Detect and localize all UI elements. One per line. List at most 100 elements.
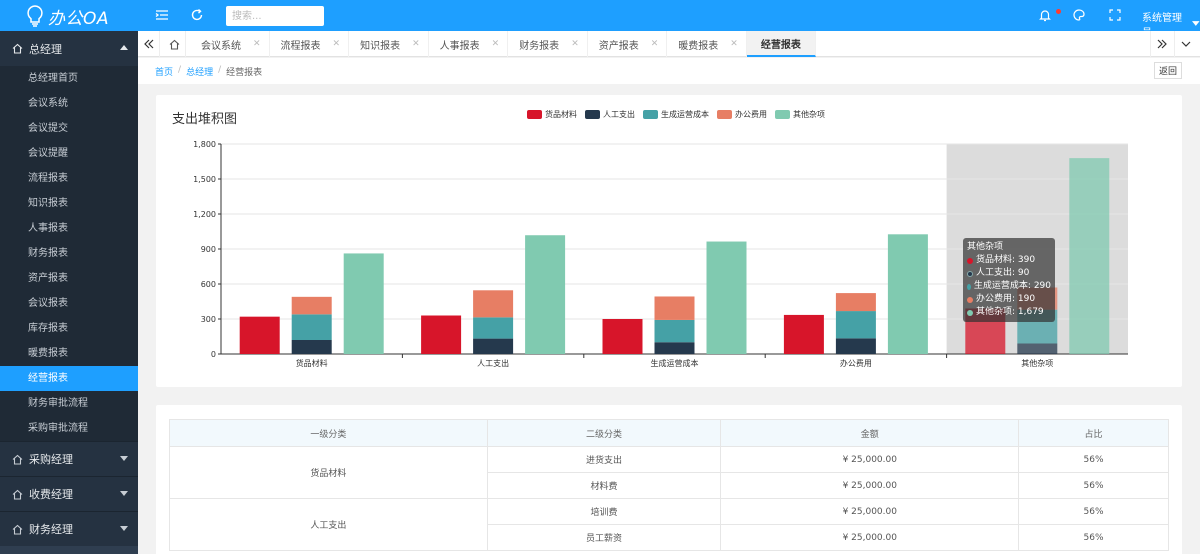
bell-icon[interactable]: [1038, 8, 1052, 22]
legend-item[interactable]: 人工支出: [585, 109, 635, 120]
tab-label: 流程报表: [280, 40, 321, 52]
bar-segment: [473, 290, 514, 318]
table-header-cell: 一级分类: [169, 419, 488, 447]
breadcrumb-general-manager[interactable]: 总经理: [186, 68, 214, 78]
legend-swatch: [775, 110, 790, 119]
tab-heating-report[interactable]: 暖费报表 ✕: [667, 31, 747, 57]
theme-palette-icon[interactable]: [1072, 8, 1086, 22]
sidebar-group-fee-manager[interactable]: 收费经理: [0, 476, 138, 511]
top-header: 办公OA 系统管理员: [0, 0, 1200, 39]
tooltip-row: 生成运营成本: 290: [967, 280, 1051, 293]
tooltip-row: 货品材料: 390: [967, 254, 1051, 267]
bar-segment: [473, 317, 514, 339]
tab-asset-report[interactable]: 资产报表 ✕: [588, 31, 668, 57]
tooltip-dot: [967, 309, 973, 316]
home-icon: [169, 39, 180, 50]
tabs-scroll-left[interactable]: [138, 31, 160, 57]
tabs-list: 会议系统 ✕ 流程报表 ✕ 知识报表 ✕ 人事报表 ✕ 财务报表 ✕ 资产报表 ✕ 暖费报表…: [190, 31, 816, 57]
legend-item[interactable]: 生成运营成本: [643, 109, 709, 120]
tabs-scroll-right[interactable]: [1150, 31, 1172, 57]
tab-finance-report[interactable]: 财务报表 ✕: [508, 31, 588, 57]
tab-operations-report[interactable]: 经营报表: [746, 31, 816, 57]
table-row: 人工支出 培训费 ¥ 25,000.00 56%: [169, 498, 1169, 551]
refresh-icon[interactable]: [190, 8, 204, 22]
close-icon[interactable]: ✕: [332, 39, 341, 49]
table-header-cell: 二级分类: [486, 419, 722, 447]
chevron-down-icon: [1181, 41, 1190, 47]
x-tick-label: 生成运营成本: [651, 358, 699, 368]
expense-table: 一级分类 二级分类 金额 占比 货品材料 进货支出 ¥ 25,000.00 56…: [169, 419, 1169, 551]
sidebar-item-inventory-report[interactable]: 库存报表: [28, 323, 68, 334]
sidebar-item-heating-report[interactable]: 暖费报表: [28, 348, 68, 359]
lightbulb-icon: [27, 5, 43, 27]
close-icon[interactable]: ✕: [571, 39, 579, 49]
y-tick-label: 600: [201, 280, 216, 289]
bar-segment: [783, 314, 824, 354]
table-card: 一级分类 二级分类 金额 占比 货品材料 进货支出 ¥ 25,000.00 56…: [156, 405, 1182, 554]
sidebar-item-gm-home[interactable]: 总经理首页: [28, 73, 78, 84]
sidebar-group-general-manager[interactable]: 总经理: [0, 31, 138, 66]
sidebar-group-finance-manager[interactable]: 财务经理: [0, 511, 138, 546]
sidebar-item-knowledge-report[interactable]: 知识报表: [28, 198, 68, 209]
bar-segment: [473, 338, 514, 354]
x-tick-label: 货品材料: [296, 358, 328, 368]
table-row: 员工薪资 ¥ 25,000.00 56%: [170, 524, 1169, 551]
sidebar-item-meeting-system[interactable]: 会议系统: [28, 98, 68, 109]
bar-segment: [343, 253, 384, 354]
breadcrumb-home[interactable]: 首页: [155, 68, 174, 78]
chart-tooltip: 其他杂项 货品材料: 390 人工支出: 90 生成运营成本: 290 办公费用…: [963, 238, 1055, 322]
sidebar-item-meeting-report[interactable]: 会议报表: [28, 298, 68, 309]
caret-down-icon: [120, 491, 128, 496]
tab-process-report[interactable]: 流程报表 ✕: [270, 31, 350, 57]
tab-knowledge-report[interactable]: 知识报表 ✕: [349, 31, 429, 57]
tab-label: 资产报表: [598, 40, 639, 52]
sidebar-group-label: 采购经理: [29, 453, 73, 466]
back-button[interactable]: 返回: [1154, 62, 1182, 79]
sidebar-item-meeting-submit[interactable]: 会议提交: [28, 123, 68, 134]
close-icon[interactable]: ✕: [253, 39, 261, 49]
table-header-cell: 占比: [1018, 419, 1169, 447]
legend-item[interactable]: 货品材料: [527, 109, 577, 120]
fullscreen-icon[interactable]: [1108, 8, 1122, 22]
tooltip-row-label: 货品材料: 390: [976, 255, 1036, 265]
menu-toggle-icon[interactable]: [155, 8, 169, 22]
double-chevron-right-icon: [1157, 39, 1167, 49]
tab-meeting-system[interactable]: 会议系统 ✕: [190, 31, 270, 57]
sidebar-item-meeting-reminder[interactable]: 会议提醒: [28, 148, 68, 159]
x-tick-label: 人工支出: [477, 358, 509, 368]
sidebar-item-process-report[interactable]: 流程报表: [28, 173, 68, 184]
bar-segment: [602, 319, 643, 354]
legend-item[interactable]: 其他杂项: [775, 109, 825, 120]
sidebar-item-finance-report[interactable]: 财务报表: [28, 248, 68, 259]
tooltip-row-label: 办公费用: 190: [976, 294, 1036, 304]
table-cell: 材料费: [486, 472, 722, 499]
sidebar-item-operations-report[interactable]: 经营报表: [0, 366, 138, 391]
sidebar-item-purchase-approval[interactable]: 采购审批流程: [28, 423, 88, 434]
bar-segment: [421, 315, 462, 354]
tabs-dropdown[interactable]: [1174, 31, 1196, 57]
table-cell: ¥ 25,000.00: [720, 498, 1020, 525]
close-icon[interactable]: ✕: [650, 39, 659, 49]
sidebar-item-hr-report[interactable]: 人事报表: [28, 223, 68, 234]
tooltip-dot: [967, 257, 973, 264]
sidebar-item-finance-approval[interactable]: 财务审批流程: [28, 398, 88, 409]
sidebar: 总经理 总经理首页 会议系统 会议提交 会议提醒 流程报表 知识报表 人事报表 …: [0, 31, 138, 554]
tab-home[interactable]: [164, 31, 186, 57]
close-icon[interactable]: ✕: [730, 39, 738, 49]
legend-label: 办公费用: [735, 110, 767, 119]
close-icon[interactable]: ✕: [491, 39, 500, 49]
legend-item[interactable]: 办公费用: [717, 109, 767, 120]
tooltip-row-label: 生成运营成本: 290: [973, 281, 1051, 291]
tooltip-row: 其他杂项: 1,679: [967, 306, 1051, 319]
tooltip-row-label: 人工支出: 90: [976, 268, 1030, 278]
sidebar-group-purchase-manager[interactable]: 采购经理: [0, 441, 138, 476]
app-logo[interactable]: 办公OA: [26, 4, 109, 29]
close-icon[interactable]: ✕: [412, 39, 420, 49]
search-input[interactable]: [226, 6, 324, 26]
tab-label: 经营报表: [760, 39, 801, 51]
tooltip-row: 人工支出: 90: [967, 267, 1051, 280]
bar-segment: [835, 293, 876, 312]
x-tick-label: 办公费用: [840, 358, 872, 368]
sidebar-item-asset-report[interactable]: 资产报表: [28, 273, 68, 284]
tab-hr-report[interactable]: 人事报表 ✕: [429, 31, 509, 57]
